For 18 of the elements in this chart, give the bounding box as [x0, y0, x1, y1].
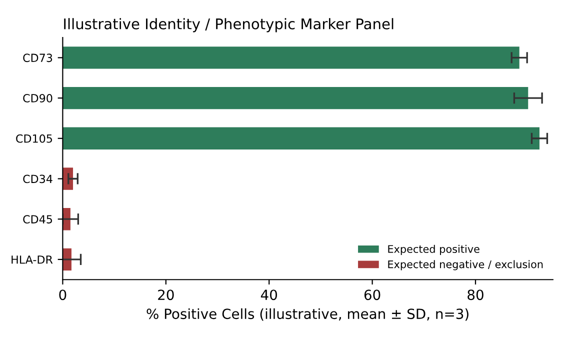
- legend-label: Expected negative / exclusion: [388, 260, 543, 270]
- x-axis-title: % Positive Cells (illustrative, mean ± SD, n=3): [146, 308, 468, 321]
- y-tick-label: HLA-DR: [12, 256, 53, 264]
- x-tick-label: 60: [364, 290, 380, 300]
- bar: [62, 86, 528, 110]
- bar: [62, 127, 540, 150]
- y-tick-label: CD90: [23, 94, 52, 102]
- y-tick-label: CD34: [23, 174, 52, 184]
- y-tick-label: CD45: [23, 215, 52, 224]
- bar: [62, 46, 520, 69]
- chart-title: Illustrative Identity / Phenotypic Marker Panel: [64, 18, 394, 32]
- x-tick-label: 20: [158, 290, 174, 300]
- y-tick-label: CD73: [23, 54, 52, 62]
- x-tick-label: 40: [260, 290, 278, 300]
- x-tick-label: 80: [468, 290, 484, 300]
- x-tick-label: 0: [59, 290, 66, 300]
- legend-label: Expected positive: [388, 244, 480, 255]
- y-tick-label: CD105: [16, 134, 52, 143]
